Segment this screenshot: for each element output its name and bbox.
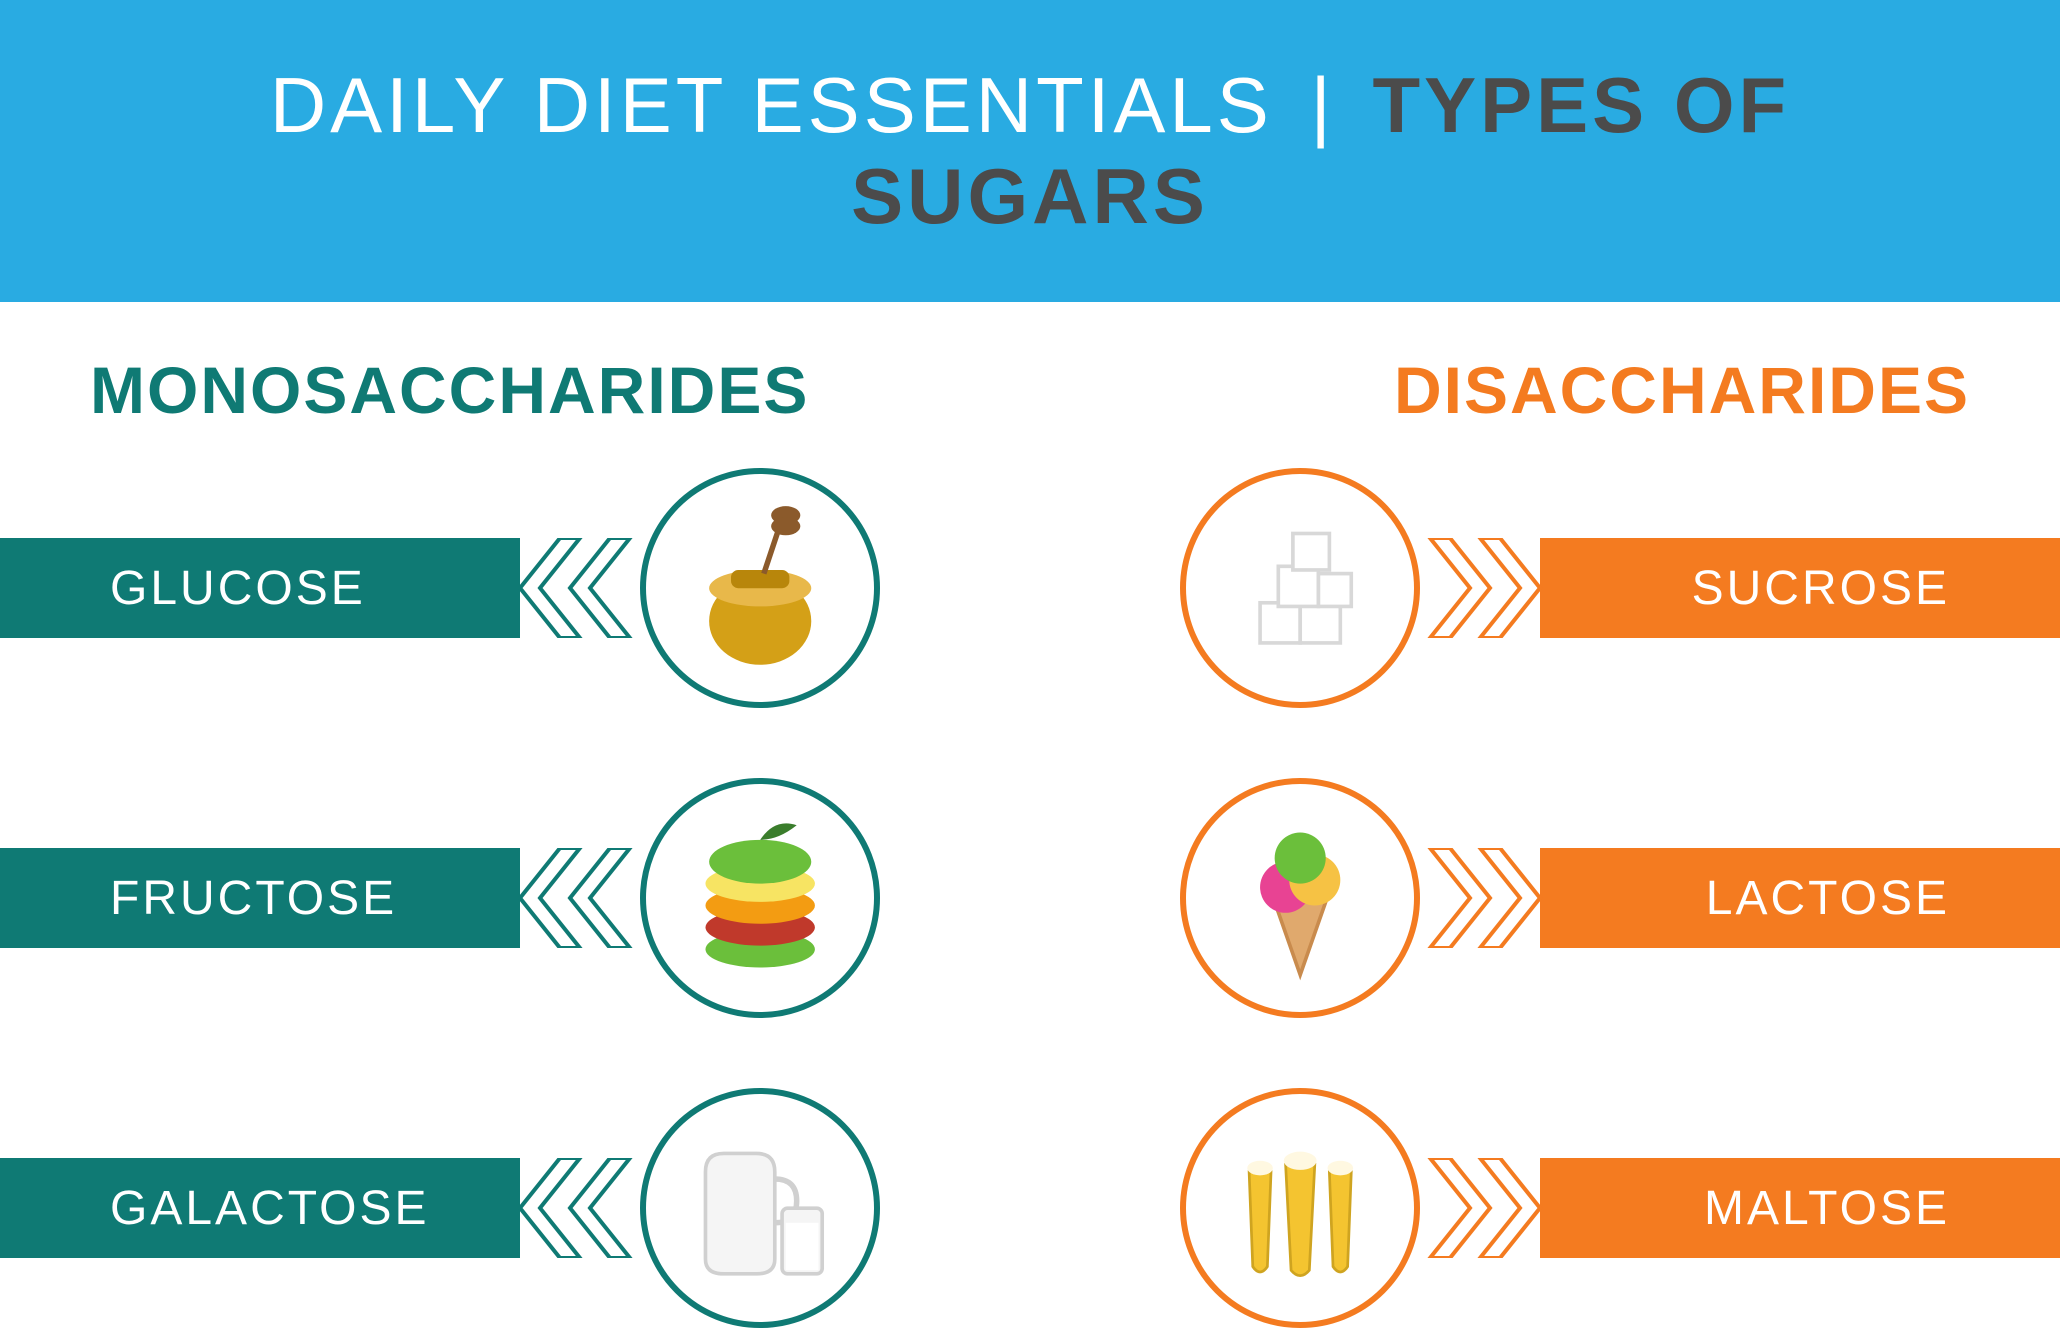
circle-maltose	[1180, 1088, 1420, 1328]
row-fructose: FRUCTOSE	[80, 778, 1030, 1018]
column-disaccharides: DISACCHARIDES SUCROSE	[1030, 352, 1980, 1328]
bar-galactose: GALACTOSE	[0, 1158, 520, 1258]
label-fructose: FRUCTOSE	[110, 871, 397, 926]
ice-cream-icon	[1209, 807, 1391, 989]
circle-galactose	[640, 1088, 880, 1328]
header-title: DAILY DIET ESSENTIALS | TYPES OF SUGARS	[80, 60, 1980, 242]
circle-glucose	[640, 468, 880, 708]
column-title-left: MONOSACCHARIDES	[80, 352, 1030, 428]
row-maltose: MALTOSE	[1030, 1088, 1980, 1328]
chevrons-left-icon	[510, 848, 650, 948]
content-area: MONOSACCHARIDES GLUCOSE	[0, 302, 2060, 1328]
milk-jug-icon	[669, 1117, 851, 1299]
circle-fructose	[640, 778, 880, 1018]
chevrons-left-icon	[510, 538, 650, 638]
label-glucose: GLUCOSE	[110, 561, 366, 616]
column-title-right: DISACCHARIDES	[1030, 352, 1980, 428]
fruit-slices-icon	[669, 807, 851, 989]
chevrons-left-icon	[510, 1158, 650, 1258]
honey-jar-icon	[669, 497, 851, 679]
bar-maltose: MALTOSE	[1540, 1158, 2060, 1258]
circle-sucrose	[1180, 468, 1420, 708]
header-separator: |	[1311, 61, 1335, 149]
bar-lactose: LACTOSE	[1540, 848, 2060, 948]
header-banner: DAILY DIET ESSENTIALS | TYPES OF SUGARS	[0, 0, 2060, 302]
label-maltose: MALTOSE	[1704, 1181, 1950, 1236]
chevrons-right-icon	[1410, 538, 1550, 638]
bar-fructose: FRUCTOSE	[0, 848, 520, 948]
circle-lactose	[1180, 778, 1420, 1018]
label-lactose: LACTOSE	[1706, 871, 1950, 926]
chevrons-right-icon	[1410, 1158, 1550, 1258]
column-monosaccharides: MONOSACCHARIDES GLUCOSE	[80, 352, 1030, 1328]
row-glucose: GLUCOSE	[80, 468, 1030, 708]
row-sucrose: SUCROSE	[1030, 468, 1980, 708]
row-galactose: GALACTOSE	[80, 1088, 1030, 1328]
chevrons-right-icon	[1410, 848, 1550, 948]
row-lactose: LACTOSE	[1030, 778, 1980, 1018]
header-thin-text: DAILY DIET ESSENTIALS	[270, 61, 1273, 149]
label-galactose: GALACTOSE	[110, 1181, 430, 1236]
bar-glucose: GLUCOSE	[0, 538, 520, 638]
bar-sucrose: SUCROSE	[1540, 538, 2060, 638]
sugar-cubes-icon	[1209, 497, 1391, 679]
label-sucrose: SUCROSE	[1692, 561, 1950, 616]
beer-glasses-icon	[1209, 1117, 1391, 1299]
